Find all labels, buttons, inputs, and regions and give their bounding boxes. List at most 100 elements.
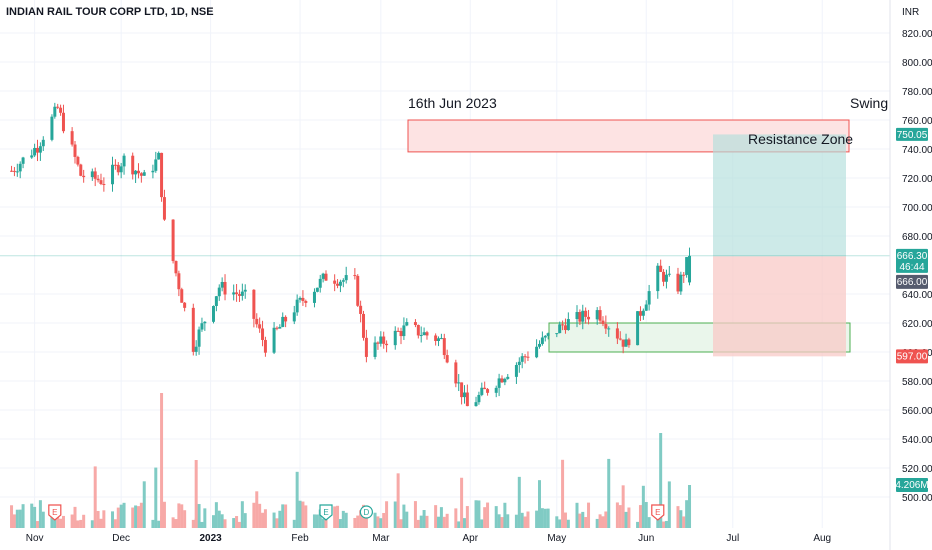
- price-tick-label: 640.00: [902, 290, 932, 301]
- candle: [676, 267, 680, 295]
- candle: [275, 326, 279, 331]
- price-tick-label: 620.00: [902, 319, 932, 330]
- last-price-badge-bg: [896, 248, 928, 273]
- candle-body: [160, 152, 164, 198]
- volume-bar: [647, 517, 651, 528]
- candle-body: [353, 275, 357, 277]
- candle-body: [618, 338, 622, 340]
- volume-bar: [434, 505, 438, 528]
- volume-bar: [664, 520, 668, 528]
- candle: [157, 151, 161, 160]
- candle: [598, 306, 602, 324]
- candle-body: [442, 338, 446, 356]
- candle-body: [59, 107, 63, 113]
- candle: [555, 333, 559, 338]
- volume-bar: [454, 508, 458, 528]
- volume-bars: [10, 393, 692, 528]
- candle-body: [636, 311, 640, 346]
- candle: [474, 396, 478, 407]
- volume-bar: [235, 516, 239, 528]
- candle: [382, 331, 386, 349]
- candle-body: [194, 346, 198, 352]
- candle: [142, 169, 146, 176]
- candle: [116, 162, 120, 176]
- volume-bar: [457, 521, 461, 528]
- candle-body: [232, 292, 236, 295]
- candle-body: [111, 164, 115, 185]
- volume-bar: [636, 521, 640, 528]
- candle: [261, 320, 265, 347]
- volume-bar: [33, 506, 37, 528]
- candle: [405, 318, 409, 327]
- candle-body: [540, 337, 544, 344]
- volume-bar: [90, 520, 94, 528]
- volume-bar: [162, 501, 166, 528]
- volume-bar: [379, 518, 383, 528]
- candle-body: [292, 312, 296, 322]
- candle: [604, 315, 608, 335]
- candle-body: [217, 287, 221, 297]
- candle-body: [177, 273, 181, 290]
- earnings-marker: [319, 504, 333, 521]
- candle: [402, 317, 406, 340]
- volume-bar: [99, 518, 103, 528]
- volume-bar: [180, 504, 184, 528]
- volume-bar: [442, 516, 446, 528]
- candle: [647, 284, 651, 311]
- candle: [514, 362, 518, 384]
- candle: [540, 331, 544, 346]
- volume-bar: [399, 519, 403, 528]
- candle-body: [171, 219, 175, 262]
- volume-bar: [261, 512, 265, 528]
- candle-body: [36, 147, 40, 153]
- candle-body: [627, 339, 631, 346]
- volume-bar: [638, 505, 642, 528]
- candle-body: [191, 307, 195, 352]
- volume-bar: [53, 514, 57, 528]
- volume-bar: [232, 518, 236, 528]
- volume-bar: [676, 506, 680, 528]
- candle-body: [644, 304, 648, 311]
- candle: [624, 333, 628, 347]
- candle: [162, 189, 166, 221]
- volume-bar: [517, 476, 521, 528]
- candle: [180, 287, 184, 303]
- volume-bar: [679, 510, 683, 528]
- volume-bar: [621, 485, 625, 528]
- volume-bar: [462, 518, 466, 528]
- volume-bar: [682, 516, 686, 528]
- candle-body: [321, 273, 325, 279]
- candle: [235, 283, 239, 302]
- candle-body: [50, 116, 54, 140]
- volume-bar: [252, 502, 256, 528]
- candle-body: [480, 387, 484, 395]
- candle-body: [422, 332, 426, 336]
- volume-bar: [136, 506, 140, 528]
- candle-body: [638, 311, 642, 316]
- candle: [223, 274, 227, 301]
- candle: [240, 283, 244, 301]
- candle-body: [416, 324, 420, 336]
- volume-bar: [341, 510, 345, 528]
- volume-bar: [503, 502, 507, 528]
- volume-bar: [240, 501, 244, 528]
- candle-body: [116, 164, 120, 173]
- candle-body: [200, 323, 204, 330]
- volume-bar: [10, 505, 14, 528]
- candle: [214, 295, 218, 312]
- volume-bar: [315, 514, 319, 528]
- candle-body: [113, 164, 117, 166]
- time-tick-label: Jul: [726, 533, 739, 544]
- volume-bar: [333, 506, 337, 528]
- volume-bar: [575, 502, 579, 528]
- candle: [56, 103, 60, 110]
- target-zone: [713, 134, 846, 257]
- volume-bar: [535, 510, 539, 528]
- candle: [197, 326, 201, 355]
- candle-body: [53, 106, 57, 117]
- price-tick-label: 720.00: [902, 174, 932, 185]
- volume-bar: [644, 502, 648, 528]
- dividend-marker: [359, 505, 373, 519]
- volume-bar: [272, 512, 276, 528]
